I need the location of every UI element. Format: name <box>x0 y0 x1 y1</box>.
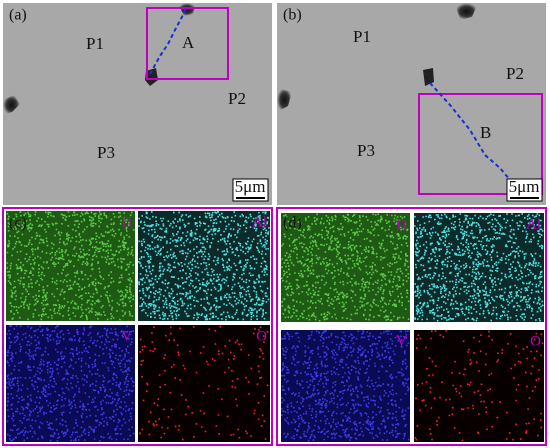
element-label: V <box>396 333 407 349</box>
region-label: P2 <box>506 64 524 83</box>
element-label: V <box>121 328 132 344</box>
element-label: Ti <box>119 214 132 230</box>
region-label: P1 <box>86 34 104 53</box>
pore <box>455 3 478 20</box>
map-background <box>414 330 544 442</box>
selection-box <box>418 93 543 195</box>
region-label: P1 <box>353 27 371 46</box>
panel-a: (a) P1 P2 P3 A 5μm <box>3 3 272 205</box>
pore <box>277 88 292 112</box>
element-map <box>281 330 410 442</box>
scale-bar-box <box>232 178 269 202</box>
map-dots <box>281 213 410 322</box>
pore <box>423 68 434 86</box>
element-label: O <box>256 328 267 344</box>
element-map <box>414 330 544 442</box>
element-map <box>414 213 544 322</box>
map-background <box>138 325 270 442</box>
panel-label: (c) <box>9 215 27 232</box>
selection-box <box>146 7 229 80</box>
element-map <box>6 325 135 442</box>
line-label: A <box>182 33 195 52</box>
line-scan <box>429 82 511 181</box>
panel-label: (d) <box>283 215 302 232</box>
element-map <box>138 325 270 442</box>
line-label: B <box>480 123 491 142</box>
region-label: P3 <box>357 141 375 160</box>
region-label: P3 <box>97 143 115 162</box>
line-scan <box>149 7 187 75</box>
element-label: Al <box>526 216 541 232</box>
element-label: O <box>530 333 541 349</box>
panel-b: (b) P1 P2 P3 B 5μm <box>277 3 546 205</box>
element-map <box>281 213 410 322</box>
element-label: Ti <box>394 216 407 232</box>
scale-bar-label: 5μm <box>509 177 540 196</box>
element-map <box>6 211 135 321</box>
element-map <box>138 211 270 321</box>
pore <box>178 3 196 16</box>
map-labels: (c) (d) Ti Al V O Ti Al V O <box>9 214 541 349</box>
map-dots <box>138 211 270 321</box>
map-dots <box>414 213 544 322</box>
eds-maps <box>6 211 544 442</box>
element-label: Al <box>252 214 267 230</box>
scale-bar-box <box>506 178 543 202</box>
panel-label: (b) <box>283 7 302 24</box>
map-dots <box>6 325 135 442</box>
pore <box>145 68 158 86</box>
panel-label: (a) <box>9 7 27 24</box>
pore <box>3 95 20 115</box>
scale-bar-label: 5μm <box>235 177 266 196</box>
sem-image <box>277 3 546 205</box>
region-label: P2 <box>228 89 246 108</box>
